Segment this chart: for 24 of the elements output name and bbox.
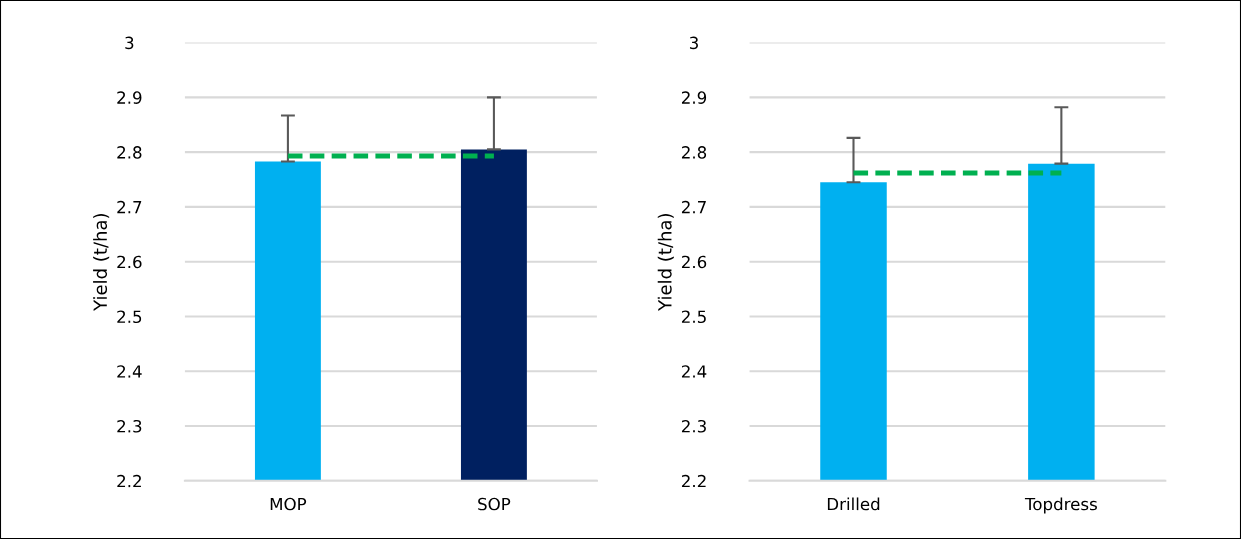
- y-tick-label: 2.8: [117, 146, 142, 159]
- y-tick-label: 2.3: [681, 419, 706, 433]
- x-tick-label: SOP: [478, 497, 511, 511]
- x-tick-label: MOP: [270, 497, 307, 511]
- y-tick-label: 2.8: [681, 146, 707, 159]
- x-tick-label: Topdress: [1024, 497, 1097, 514]
- y-tick-label: 2.6: [681, 255, 707, 269]
- y-tick-label: 2.2: [681, 474, 706, 488]
- y-tick-label: 2.2: [117, 474, 141, 488]
- y-tick-label: 3: [125, 36, 134, 50]
- y-axis-title: Yield (t/ha): [657, 214, 674, 311]
- y-tick-label: 2.4: [681, 365, 707, 378]
- y-tick-label: 2.9: [117, 91, 142, 104]
- y-tick-label: 2.7: [117, 200, 142, 214]
- y-tick-label: 3: [689, 36, 698, 50]
- y-tick-label: 2.7: [681, 200, 706, 214]
- y-tick-label: 2.4: [117, 365, 142, 378]
- y-axis-title: Yield (t/ha): [93, 214, 110, 311]
- y-tick-label: 2.5: [681, 310, 706, 324]
- y-tick-label: 2.9: [681, 91, 707, 104]
- y-tick-label: 2.5: [117, 310, 142, 324]
- y-tick-label: 2.6: [117, 255, 142, 269]
- y-tick-label: 2.3: [117, 419, 142, 433]
- x-tick-label: Drilled: [827, 497, 880, 511]
